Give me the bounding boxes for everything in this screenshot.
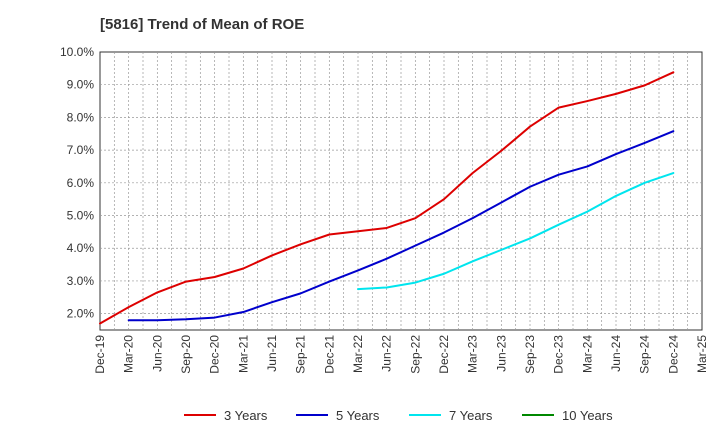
x-tick-label: Sep-21: [294, 335, 308, 374]
x-tick-label: Jun-23: [494, 335, 508, 372]
y-tick-label: 2.0%: [67, 307, 95, 321]
y-tick-label: 5.0%: [67, 209, 95, 223]
y-tick-label: 9.0%: [67, 78, 95, 92]
x-tick-label: Jun-21: [265, 335, 279, 372]
y-tick-label: 8.0%: [67, 110, 95, 124]
x-tick-label: Mar-21: [236, 335, 250, 373]
y-tick-label: 6.0%: [67, 176, 95, 190]
legend-label: 3 Years: [224, 408, 268, 423]
series-line-5-years: [127, 130, 675, 322]
x-tick-label: Mar-22: [351, 335, 365, 373]
legend-label: 7 Years: [449, 408, 493, 423]
x-tick-label: Jun-22: [380, 335, 394, 372]
legend-item-10-years: 10 Years: [522, 408, 613, 423]
x-tick-label: Dec-20: [208, 335, 222, 374]
y-tick-label: 3.0%: [67, 274, 95, 288]
series-layer: [99, 71, 675, 325]
x-tick-label: Mar-20: [122, 335, 136, 373]
legend-item-7-years: 7 Years: [409, 408, 493, 423]
legend-item-3-years: 3 Years: [184, 408, 268, 423]
y-tick-label: 10.0%: [60, 45, 94, 59]
y-tick-label: 4.0%: [67, 241, 95, 255]
legend-label: 5 Years: [336, 408, 380, 423]
series-line-3-years: [99, 71, 675, 325]
x-tick-label: Sep-23: [523, 335, 537, 374]
series-line-7-years: [357, 172, 675, 291]
x-tick-label: Sep-22: [408, 335, 422, 374]
grid-lines: [100, 52, 702, 330]
x-tick-label: Mar-25: [695, 335, 709, 373]
x-tick-label: Dec-23: [552, 335, 566, 374]
x-tick-label: Jun-20: [150, 335, 164, 372]
x-tick-label: Sep-20: [179, 335, 193, 374]
x-tick-label: Dec-22: [437, 335, 451, 374]
x-axis-ticks: Dec-19 Mar-20 Jun-20 Sep-20 Dec-20 Mar-21 Jun-…: [93, 335, 709, 374]
x-tick-label: Dec-19: [93, 335, 107, 374]
x-tick-label: Dec-24: [666, 335, 680, 374]
x-tick-label: Sep-24: [638, 335, 652, 374]
chart-title: [5816] Trend of Mean of ROE: [100, 16, 304, 33]
legend: 3 Years 5 Years 7 Years 10 Years: [184, 408, 613, 423]
x-tick-label: Jun-24: [609, 335, 623, 372]
x-tick-label: Dec-21: [322, 335, 336, 374]
legend-label: 10 Years: [562, 408, 613, 423]
y-axis-ticks: 2.0% 3.0% 4.0% 5.0% 6.0% 7.0% 8.0% 9.0% 10.0%: [60, 45, 94, 321]
x-tick-label: Mar-24: [580, 335, 594, 373]
x-tick-label: Mar-23: [466, 335, 480, 373]
y-tick-label: 7.0%: [67, 143, 95, 157]
legend-item-5-years: 5 Years: [296, 408, 380, 423]
